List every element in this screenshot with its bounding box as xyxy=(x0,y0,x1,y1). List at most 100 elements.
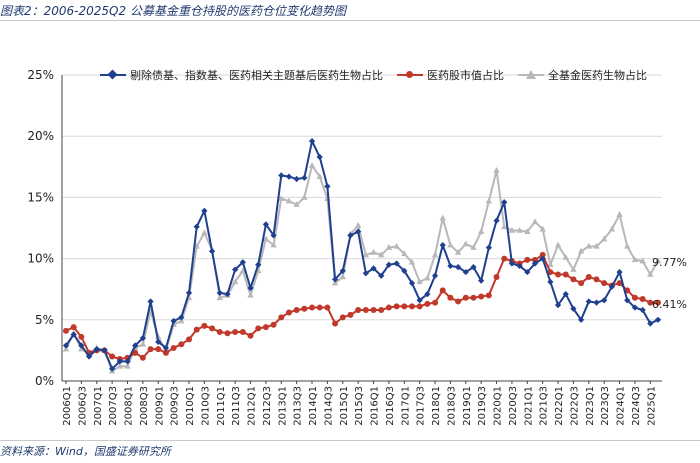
end-value-label-all-funds: 9.77% xyxy=(652,256,687,269)
data-point-circle xyxy=(216,329,223,336)
x-tick-label: 2021Q3 xyxy=(539,386,550,426)
data-point-triangle xyxy=(493,166,500,173)
data-point-circle xyxy=(70,324,77,331)
data-point-diamond xyxy=(339,267,346,274)
data-point-diamond xyxy=(431,272,439,279)
data-point-circle xyxy=(378,307,385,314)
y-tick-label: 0% xyxy=(35,374,54,388)
data-point-circle xyxy=(478,293,485,300)
series-line xyxy=(65,253,658,360)
data-point-circle xyxy=(324,304,331,311)
data-point-circle xyxy=(424,300,431,307)
series-line xyxy=(65,164,659,373)
data-point-triangle xyxy=(647,271,654,277)
data-point-triangle xyxy=(124,362,131,369)
data-point-circle xyxy=(278,314,285,321)
data-point-triangle xyxy=(570,266,577,272)
x-tick-label: 2007Q1 xyxy=(93,386,104,426)
data-point-diamond xyxy=(501,199,508,206)
data-point-triangle xyxy=(416,278,423,285)
data-point-circle xyxy=(178,341,185,348)
data-point-triangle xyxy=(439,214,446,221)
x-tick-label: 2021Q1 xyxy=(523,386,534,426)
data-point-triangle xyxy=(378,251,385,258)
x-tick-label: 2018Q3 xyxy=(446,386,457,426)
data-point-diamond xyxy=(593,299,600,306)
data-point-circle xyxy=(470,294,477,301)
data-point-triangle xyxy=(485,197,493,204)
data-point-triangle xyxy=(516,226,523,233)
data-point-circle xyxy=(385,304,392,311)
data-point-triangle xyxy=(139,340,147,347)
x-tick-label: 2025Q1 xyxy=(646,386,657,426)
y-tick-label: 20% xyxy=(27,129,54,143)
data-point-triangle xyxy=(608,225,616,232)
data-point-diamond xyxy=(424,290,431,298)
x-tick-label: 2012Q1 xyxy=(247,386,258,426)
data-point-circle xyxy=(270,321,277,328)
data-point-triangle xyxy=(631,256,639,263)
series-line xyxy=(65,140,659,370)
data-point-circle xyxy=(555,271,562,278)
data-point-diamond xyxy=(278,172,285,179)
data-point-triangle xyxy=(654,257,662,264)
data-point-diamond xyxy=(301,174,308,181)
x-tick-label: 2016Q3 xyxy=(385,386,396,426)
data-point-triangle xyxy=(424,274,431,281)
data-point-circle xyxy=(408,303,415,310)
data-point-triangle xyxy=(354,222,362,228)
data-point-circle xyxy=(63,327,69,334)
x-tick-label: 2019Q3 xyxy=(477,386,488,426)
data-point-triangle xyxy=(554,241,562,248)
data-point-triangle xyxy=(116,362,124,369)
data-point-circle xyxy=(78,333,85,340)
legend-label-series-1: 剔除债基、指数基、医药相关主题基后医药生物占比 xyxy=(130,69,383,82)
data-point-circle xyxy=(301,305,308,312)
x-tick-label: 2009Q3 xyxy=(170,386,181,426)
data-point-triangle xyxy=(408,258,416,265)
data-point-circle xyxy=(493,273,500,280)
x-tick-label: 2024Q3 xyxy=(631,386,642,426)
data-point-triangle xyxy=(293,201,300,208)
data-point-circle xyxy=(109,353,116,360)
x-tick-label: 2019Q1 xyxy=(462,386,473,426)
data-point-diamond xyxy=(639,306,646,314)
data-point-circle xyxy=(631,294,638,301)
legend-swatch-series-1 xyxy=(100,69,126,80)
x-tick-label: 2006Q1 xyxy=(62,386,73,426)
data-point-circle xyxy=(639,295,646,302)
x-tick-label: 2014Q1 xyxy=(308,386,319,426)
x-tick-label: 2024Q1 xyxy=(616,386,627,426)
data-point-diamond xyxy=(585,298,592,305)
data-point-circle xyxy=(186,336,193,343)
data-point-triangle xyxy=(316,173,323,179)
data-point-circle xyxy=(139,354,146,361)
legend-item-series-1: 剔除债基、指数基、医药相关主题基后医药生物占比 xyxy=(100,67,383,83)
source-note: 资料来源：Wind，国盛证券研究所 xyxy=(0,445,171,458)
x-tick-label: 2018Q1 xyxy=(431,386,442,426)
data-point-triangle xyxy=(585,242,593,249)
data-point-circle xyxy=(316,304,323,311)
data-point-circle xyxy=(601,280,608,287)
data-point-triangle xyxy=(539,225,546,232)
chart-legend: 剔除债基、指数基、医药相关主题基后医药生物占比 医药股市值占比 全基金医药生物占… xyxy=(100,67,647,83)
data-point-triangle xyxy=(308,162,316,168)
data-point-triangle xyxy=(262,235,270,242)
x-tick-label: 2023Q3 xyxy=(600,386,611,426)
data-point-circle xyxy=(455,298,462,305)
data-point-diamond xyxy=(208,248,216,255)
legend-item-series-2: 医药股市值占比 xyxy=(397,67,504,83)
legend-swatch-series-2 xyxy=(397,70,423,80)
data-point-triangle xyxy=(431,251,439,258)
data-point-diamond xyxy=(255,261,262,268)
data-point-circle xyxy=(209,325,216,332)
data-point-circle xyxy=(393,303,400,310)
data-point-circle xyxy=(232,329,239,336)
data-point-diamond xyxy=(308,137,316,145)
data-point-triangle xyxy=(285,197,293,204)
data-point-triangle xyxy=(593,242,600,249)
y-tick-label: 15% xyxy=(27,190,54,204)
x-tick-label: 2010Q1 xyxy=(185,386,196,426)
data-point-triangle xyxy=(477,228,485,234)
data-point-diamond xyxy=(478,277,485,284)
